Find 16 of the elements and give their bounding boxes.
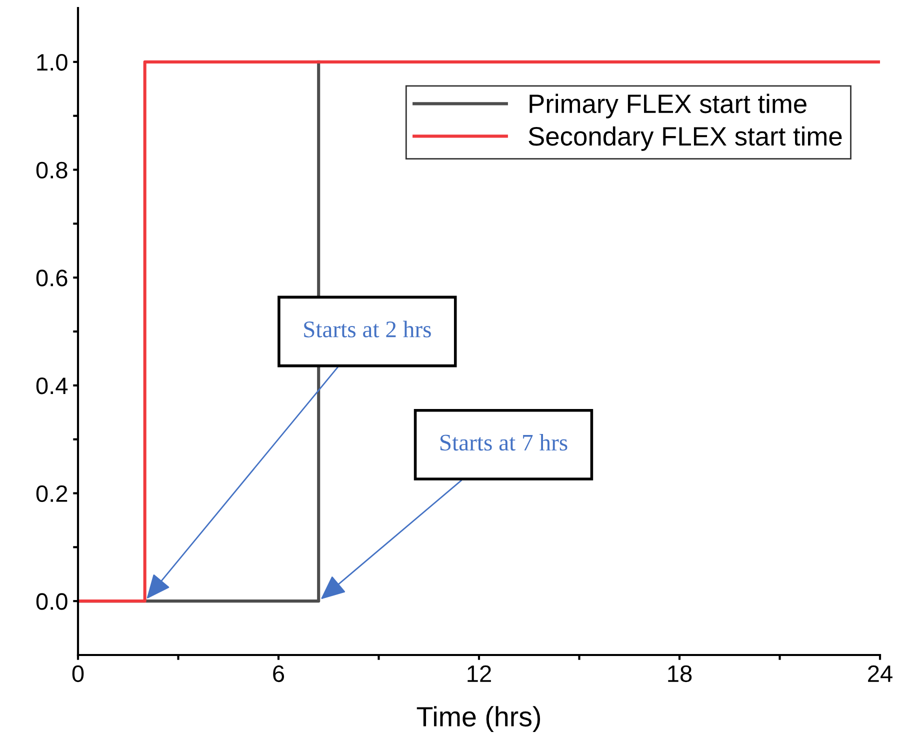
x-tick-label: 12 <box>468 665 491 682</box>
y-tick-label: 0.2 <box>36 485 68 502</box>
legend-label: Secondary FLEX start time <box>528 126 842 151</box>
x-tick-label: 6 <box>273 665 284 682</box>
x-tick-label: 0 <box>72 665 84 682</box>
y-tick-label: 0.6 <box>36 270 68 286</box>
y-tick-label: 0.4 <box>36 377 68 394</box>
legend-label: Primary FLEX start time <box>530 94 806 118</box>
y-tick-label: 0.8 <box>36 162 68 179</box>
x-tick-label: 24 <box>868 665 892 682</box>
x-tick-label: 18 <box>668 665 692 682</box>
annotation: Starts at 7 hrs <box>440 434 568 451</box>
x-axis-title: Time (hrs) <box>416 706 540 732</box>
y-tick-label: 1.0 <box>37 54 68 71</box>
annotation: Starts at 2 hrs <box>304 320 431 338</box>
y-tick-label: 0.0 <box>36 593 68 610</box>
